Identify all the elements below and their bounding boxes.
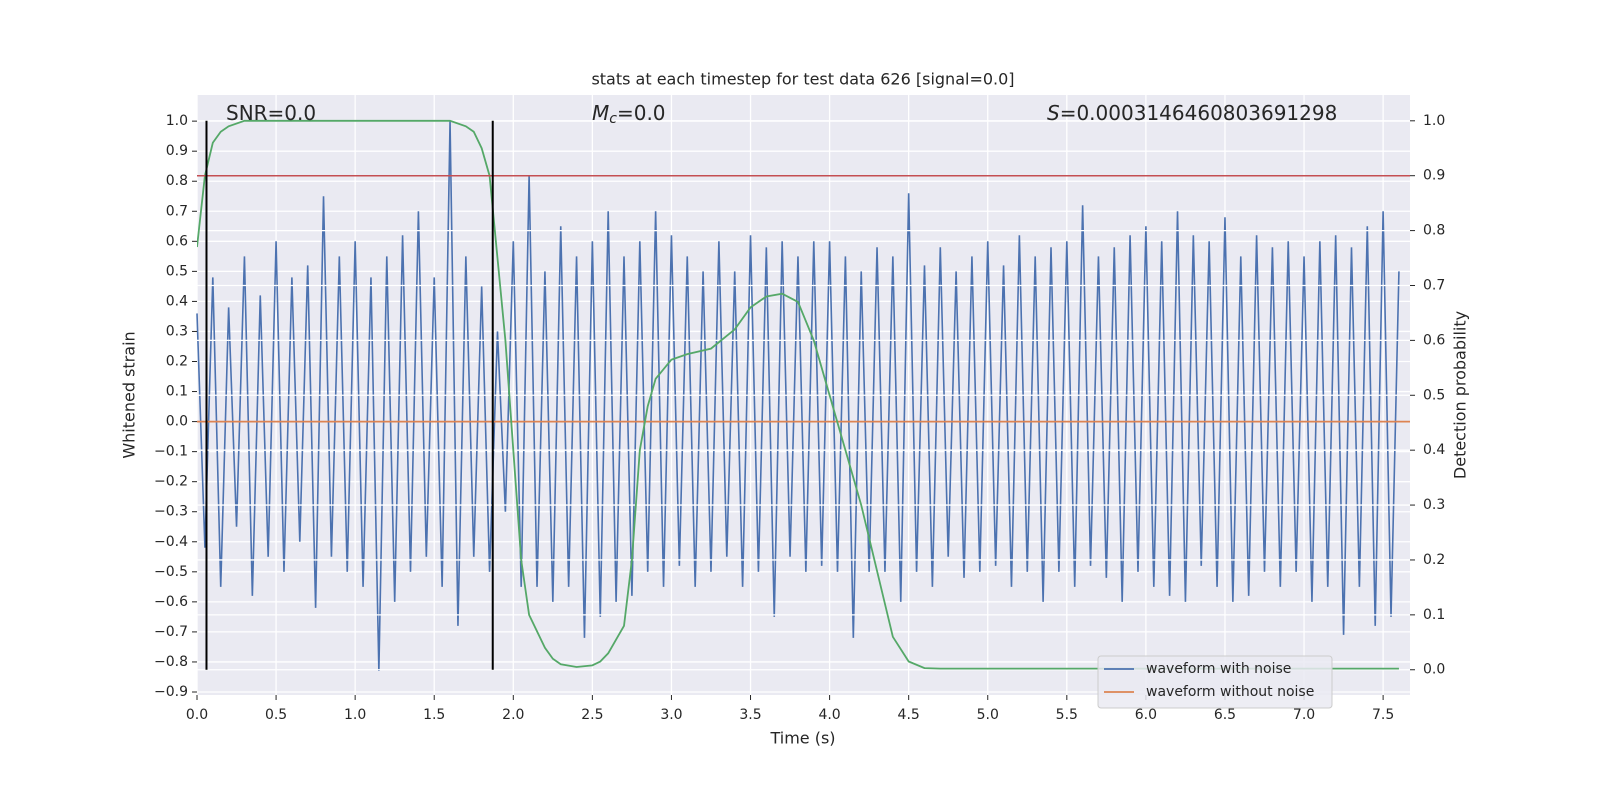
y-tick-label: 0.8 xyxy=(166,173,188,189)
legend-label: waveform without noise xyxy=(1146,684,1314,700)
y2-tick-label: 0.5 xyxy=(1423,387,1445,403)
x-tick-label: 0.0 xyxy=(186,707,208,723)
y-tick-label: 0.2 xyxy=(166,353,188,369)
y-tick-label: 1.0 xyxy=(166,113,188,129)
series-line xyxy=(197,119,1399,670)
x-tick-label: 5.5 xyxy=(1056,707,1078,723)
annotation-text: =0.0 xyxy=(617,101,666,125)
x-tick-label: 3.0 xyxy=(660,707,682,723)
legend: waveform with noise waveform without nois… xyxy=(1097,655,1333,709)
x-tick-label: 0.5 xyxy=(265,707,287,723)
y-tick-label: −0.6 xyxy=(154,594,188,610)
x-tick-label: 6.5 xyxy=(1214,707,1236,723)
x-tick-label: 7.5 xyxy=(1372,707,1394,723)
grid xyxy=(196,95,1410,695)
x-axis-label: Time (s) xyxy=(769,729,835,748)
x-tick-label: 7.0 xyxy=(1293,707,1315,723)
legend-box xyxy=(1097,655,1333,709)
annotation: Mc=0.0 xyxy=(592,101,666,128)
y-tick-label: 0.5 xyxy=(166,263,188,279)
x-tick-label: 4.5 xyxy=(898,707,920,723)
annotation: S=0.0003146460803691298 xyxy=(1047,101,1337,125)
annotation-symbol: M xyxy=(592,101,609,125)
y2-tick-label: 0.2 xyxy=(1423,552,1445,568)
chart-title: stats at each timestep for test data 626… xyxy=(591,70,1014,89)
y-tick-label: 0.7 xyxy=(166,203,188,219)
y-axis-label: Whitened strain xyxy=(120,331,139,458)
x-tick-label: 1.5 xyxy=(423,707,445,723)
annotation: SNR=0.0 xyxy=(226,101,316,125)
y2-axis-label: Detection probability xyxy=(1451,311,1470,479)
y2-tick-label: 0.3 xyxy=(1423,497,1445,513)
annotation-text: SNR=0.0 xyxy=(226,101,316,125)
y2-tick-label: 0.8 xyxy=(1423,223,1445,239)
y2-tick-label: 0.1 xyxy=(1423,607,1445,623)
y-tick-label: 0.6 xyxy=(166,233,188,249)
plot-lines xyxy=(197,119,1410,670)
y2-tick-label: 0.0 xyxy=(1423,662,1445,678)
annotation-symbol: S xyxy=(1047,101,1060,125)
y-tick-label: −0.4 xyxy=(154,534,188,550)
x-tick-label: 3.5 xyxy=(739,707,761,723)
series-line xyxy=(196,121,1400,671)
x-tick-label: 5.0 xyxy=(977,707,999,723)
y-tick-label: −0.3 xyxy=(154,504,188,520)
y-tick-label: −0.5 xyxy=(154,564,188,580)
y-tick-label: 0.3 xyxy=(166,323,188,339)
y-tick-label: −0.8 xyxy=(154,654,188,670)
x-tick-label: 2.0 xyxy=(502,707,524,723)
y-tick-label: 0.0 xyxy=(166,414,188,430)
x-tick-label: 4.0 xyxy=(818,707,840,723)
y-tick-label: 0.1 xyxy=(166,384,188,400)
y2-tick-label: 0.7 xyxy=(1423,277,1445,293)
annotation-text: =0.0003146460803691298 xyxy=(1060,101,1338,125)
y2-tick-label: 1.0 xyxy=(1423,113,1445,129)
x-tick-label: 1.0 xyxy=(344,707,366,723)
y-tick-label: −0.1 xyxy=(154,444,188,460)
legend-label: waveform with noise xyxy=(1146,661,1291,677)
y-tick-label: 0.9 xyxy=(166,143,188,159)
x-tick-label: 6.0 xyxy=(1135,707,1157,723)
y-tick-label: 0.4 xyxy=(166,293,188,309)
x-tick-label: 2.5 xyxy=(581,707,603,723)
y-tick-label: −0.9 xyxy=(154,684,188,700)
y2-tick-label: 0.6 xyxy=(1423,332,1445,348)
y-tick-label: −0.2 xyxy=(154,474,188,490)
y2-tick-label: 0.9 xyxy=(1423,168,1445,184)
annotation-subscript: c xyxy=(609,111,617,127)
y-tick-label: −0.7 xyxy=(154,624,188,640)
y2-tick-label: 0.4 xyxy=(1423,442,1445,458)
